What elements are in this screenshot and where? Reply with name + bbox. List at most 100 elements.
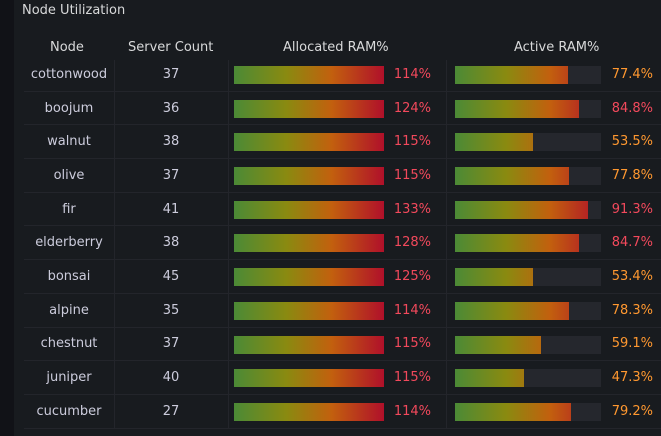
active-ram-bar-fill xyxy=(455,167,569,186)
active-ram-bar-fill xyxy=(455,99,579,118)
server-count: 41 xyxy=(162,201,180,217)
server-count-cell: 38 xyxy=(114,125,229,159)
server-count-cell: 40 xyxy=(114,361,229,394)
active-ram-bar-fill xyxy=(455,200,589,219)
table-row[interactable]: elderberry 38 128% 84.7% xyxy=(24,226,661,261)
node-cell: bonsai xyxy=(24,260,115,293)
allocated-ram-bar xyxy=(234,335,384,354)
server-count: 37 xyxy=(162,167,180,183)
active-ram-bar xyxy=(455,66,601,84)
allocated-ram-bar xyxy=(234,268,384,287)
table-row[interactable]: cucumber 27 114% 79.2% xyxy=(24,394,661,429)
server-count-cell: 37 xyxy=(114,60,229,91)
active-ram-value: 78.3% xyxy=(611,302,653,318)
node-cell: boojum xyxy=(24,91,115,125)
allocated-ram-value: 128% xyxy=(393,235,431,251)
allocated-ram-cell: 114% xyxy=(228,293,447,327)
allocated-ram-value: 124% xyxy=(393,100,431,116)
server-count: 36 xyxy=(162,100,180,116)
table-row[interactable]: bonsai 45 125% 53.4% xyxy=(24,260,661,294)
node-name: olive xyxy=(53,167,85,183)
allocated-ram-bar-fill xyxy=(234,234,384,253)
table-row[interactable]: olive 37 115% 77.8% xyxy=(24,159,661,193)
node-utilization-panel: Node Utilization Node Server Count Alloc… xyxy=(14,0,661,436)
table-header: Node Server Count Allocated RAM% Active … xyxy=(24,34,661,60)
active-ram-cell: 78.3% xyxy=(446,294,661,327)
node-cell: cucumber xyxy=(24,394,115,428)
active-ram-bar xyxy=(455,369,601,388)
allocated-ram-cell: 128% xyxy=(228,226,447,260)
server-count: 38 xyxy=(162,134,180,150)
active-ram-cell: 84.8% xyxy=(446,92,661,125)
active-ram-cell: 53.5% xyxy=(446,125,661,158)
node-cell: cottonwood xyxy=(24,60,115,91)
column-header-node[interactable]: Node xyxy=(50,40,84,55)
active-ram-bar xyxy=(455,167,601,186)
table-row[interactable]: cottonwood 37 114% 77.4% xyxy=(24,60,661,92)
allocated-ram-cell: 115% xyxy=(228,125,447,159)
server-count-cell: 37 xyxy=(114,159,229,192)
allocated-ram-bar-fill xyxy=(234,99,384,118)
server-count-cell: 38 xyxy=(114,226,229,260)
active-ram-bar xyxy=(455,200,601,219)
table-row[interactable]: alpine 35 114% 78.3% xyxy=(24,293,661,328)
server-count-cell: 45 xyxy=(114,260,229,293)
allocated-ram-bar xyxy=(234,133,384,152)
column-header-server-count[interactable]: Server Count xyxy=(128,40,214,55)
active-ram-cell: 91.3% xyxy=(446,193,661,226)
allocated-ram-value: 114% xyxy=(393,302,431,318)
allocated-ram-value: 115% xyxy=(393,336,431,352)
server-count-cell: 41 xyxy=(114,192,229,226)
active-ram-bar-fill xyxy=(455,369,525,388)
active-ram-bar-fill xyxy=(455,335,542,354)
active-ram-value: 91.3% xyxy=(611,201,653,217)
panel-title[interactable]: Node Utilization xyxy=(22,3,126,18)
active-ram-value: 53.5% xyxy=(611,134,653,150)
allocated-ram-bar-fill xyxy=(234,268,384,287)
active-ram-cell: 84.7% xyxy=(446,226,661,259)
allocated-ram-bar xyxy=(234,234,384,253)
node-cell: olive xyxy=(24,159,115,192)
allocated-ram-bar-fill xyxy=(234,133,384,152)
table-rows: cottonwood 37 114% 77.4% boojum 36 124% 84.8% wa… xyxy=(24,60,661,429)
server-count-cell: 36 xyxy=(114,91,229,125)
active-ram-cell: 79.2% xyxy=(446,395,661,428)
active-ram-value: 79.2% xyxy=(611,403,653,419)
allocated-ram-bar-fill xyxy=(234,301,384,320)
allocated-ram-bar xyxy=(234,402,384,421)
allocated-ram-cell: 115% xyxy=(228,159,447,192)
table-row[interactable]: fir 41 133% 91.3% xyxy=(24,192,661,227)
allocated-ram-bar xyxy=(234,369,384,388)
column-header-active-ram[interactable]: Active RAM% xyxy=(514,40,600,55)
node-name: walnut xyxy=(47,134,91,150)
table-row[interactable]: juniper 40 115% 47.3% xyxy=(24,361,661,395)
active-ram-value: 84.7% xyxy=(611,235,653,251)
node-name: boojum xyxy=(44,100,94,116)
table-row[interactable]: boojum 36 124% 84.8% xyxy=(24,91,661,126)
column-header-allocated-ram[interactable]: Allocated RAM% xyxy=(283,40,389,55)
allocated-ram-bar-fill xyxy=(234,167,384,186)
table-row[interactable]: walnut 38 115% 53.5% xyxy=(24,125,661,160)
active-ram-bar xyxy=(455,133,601,152)
active-ram-bar-fill xyxy=(455,66,568,84)
allocated-ram-value: 115% xyxy=(393,134,431,150)
active-ram-bar-fill xyxy=(455,133,534,152)
active-ram-value: 77.4% xyxy=(611,66,653,82)
allocated-ram-bar xyxy=(234,301,384,320)
allocated-ram-bar-fill xyxy=(234,335,384,354)
active-ram-cell: 77.4% xyxy=(446,60,661,91)
server-count: 40 xyxy=(162,370,180,386)
allocated-ram-cell: 125% xyxy=(228,260,447,293)
node-cell: alpine xyxy=(24,293,115,327)
node-cell: chestnut xyxy=(24,327,115,361)
server-count: 38 xyxy=(162,235,180,251)
allocated-ram-bar-fill xyxy=(234,369,384,388)
allocated-ram-bar-fill xyxy=(234,200,384,219)
active-ram-value: 53.4% xyxy=(611,268,653,284)
server-count: 37 xyxy=(162,336,180,352)
allocated-ram-cell: 114% xyxy=(228,60,447,91)
active-ram-value: 47.3% xyxy=(611,370,653,386)
table-body[interactable]: cottonwood 37 114% 77.4% boojum 36 124% 84.8% wa… xyxy=(24,60,661,436)
table-row[interactable]: chestnut 37 115% 59.1% xyxy=(24,327,661,362)
active-ram-cell: 59.1% xyxy=(446,328,661,361)
